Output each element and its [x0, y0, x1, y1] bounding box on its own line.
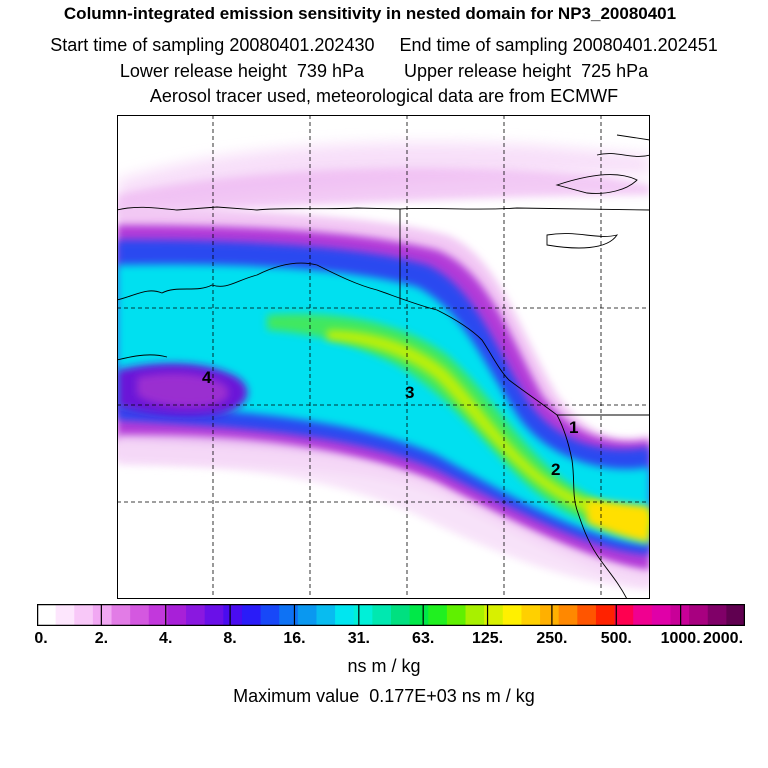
colorbar-cell [577, 604, 597, 626]
maximum-value-label: Maximum value 0.177E+03 ns m / kg [233, 686, 535, 706]
map-annotation-3: 3 [405, 383, 414, 402]
colorbar-cell [521, 604, 541, 626]
colorbar-cell [689, 604, 709, 626]
plot-title: Column-integrated emission sensitivity i… [63, 4, 677, 23]
colorbar-cell [241, 604, 262, 626]
upper-release-label: Upper release height 725 hPa [404, 61, 649, 81]
map-annotation-2: 2 [551, 460, 560, 479]
colorbar-cell [409, 604, 429, 626]
colorbar-tick-label: 4. [159, 630, 173, 647]
colorbar-cell [502, 604, 523, 626]
colorbar-cell [74, 604, 94, 626]
colorbar-cell [186, 604, 206, 626]
graticule [117, 115, 650, 599]
colorbar-cell [484, 604, 504, 626]
colorbar-tick-label: 8. [223, 630, 237, 647]
colorbar-tick-label: 0. [34, 630, 48, 647]
colorbar-cell [651, 604, 672, 626]
colorbar-tick-label: 2000. [702, 630, 744, 647]
colorbar-cell [726, 604, 745, 626]
colorbar-cell [540, 604, 560, 626]
colorbar-cell [297, 604, 318, 626]
colorbar-cell [558, 604, 578, 626]
colorbar-cell [223, 604, 243, 626]
colorbar-cell [130, 604, 150, 626]
colorbar-cell [55, 604, 75, 626]
colorbar-cell [260, 604, 280, 626]
colorbar-tick-label: 16. [283, 630, 306, 647]
colorbar-cell [391, 604, 411, 626]
emission-sensitivity-map: 4 3 2 1 [117, 115, 650, 599]
colorbar-cell [167, 604, 187, 626]
colorbar-cell [614, 604, 634, 626]
colorbar-tick-label: 2. [94, 630, 109, 647]
colorbar-cell [633, 604, 653, 626]
colorbar [37, 604, 745, 626]
colorbar-cell [204, 604, 224, 626]
colorbar-cell [446, 604, 467, 626]
colorbar-units: ns m / kg [347, 656, 421, 676]
colorbar-cell [372, 604, 392, 626]
colorbar-cell [465, 604, 485, 626]
colorbar-tick-label: 500. [600, 630, 632, 647]
colorbar-cell [335, 604, 355, 626]
colorbar-cell [707, 604, 727, 626]
colorbar-cell [92, 604, 113, 626]
colorbar-tick-label: 63. [412, 630, 435, 647]
map-annotation-1: 1 [569, 418, 578, 437]
lower-release-label: Lower release height 739 hPa [119, 61, 364, 81]
colorbar-cell [316, 604, 336, 626]
map-frame [117, 115, 650, 599]
map-annotation-4: 4 [202, 368, 212, 387]
colorbar-tick-label: 250. [536, 630, 568, 647]
colorbar-cell [279, 604, 299, 626]
colorbar-cell [595, 604, 616, 626]
colorbar-cell [353, 604, 373, 626]
sampling-time-line: Start time of sampling 20080401.202430 E… [0, 35, 768, 56]
colorbar-tick-label: 31. [347, 630, 370, 647]
colorbar-cell [428, 604, 448, 626]
tracer-info-line: Aerosol tracer used, meteorological data… [149, 86, 619, 106]
colorbar-cell [37, 604, 57, 626]
start-time-label: Start time of sampling 20080401.202430 [50, 35, 375, 55]
colorbar-tick-label: 125. [471, 630, 504, 647]
end-time-label: End time of sampling 20080401.202451 [399, 35, 718, 55]
colorbar-tick-label: 1000. [660, 630, 701, 647]
colorbar-cell [148, 604, 169, 626]
colorbar-cell [111, 604, 131, 626]
release-height-line: Lower release height 739 hPa Upper relea… [0, 61, 768, 82]
